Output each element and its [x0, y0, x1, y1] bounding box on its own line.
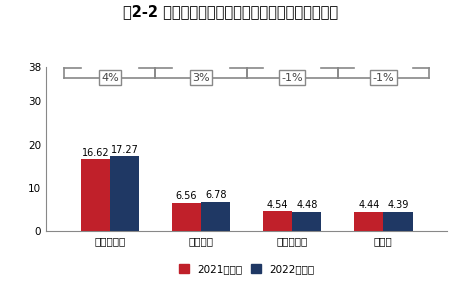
Text: 4.48: 4.48 — [296, 200, 318, 210]
Bar — [201, 202, 230, 231]
Bar — [172, 203, 201, 231]
Text: 6.56: 6.56 — [176, 191, 197, 201]
Text: 6.78: 6.78 — [205, 190, 226, 200]
Text: -1%: -1% — [281, 73, 303, 83]
Bar — [81, 159, 110, 231]
Text: 4%: 4% — [101, 73, 119, 83]
Bar — [292, 212, 321, 231]
Bar — [354, 212, 384, 231]
Text: 4.44: 4.44 — [358, 200, 379, 210]
Text: 4.39: 4.39 — [387, 200, 408, 210]
Text: 图2-2 博实股份营业总收入及各级利润变动（亿元）: 图2-2 博实股份营业总收入及各级利润变动（亿元） — [123, 5, 338, 19]
Text: -1%: -1% — [372, 73, 394, 83]
Bar — [263, 211, 292, 231]
Text: 17.27: 17.27 — [111, 145, 138, 155]
Bar — [384, 212, 413, 231]
Legend: 2021三季报, 2022三季报: 2021三季报, 2022三季报 — [174, 260, 319, 278]
Text: 3%: 3% — [192, 73, 210, 83]
Bar — [110, 157, 139, 231]
Text: 4.54: 4.54 — [267, 200, 289, 210]
Text: 16.62: 16.62 — [82, 147, 109, 157]
